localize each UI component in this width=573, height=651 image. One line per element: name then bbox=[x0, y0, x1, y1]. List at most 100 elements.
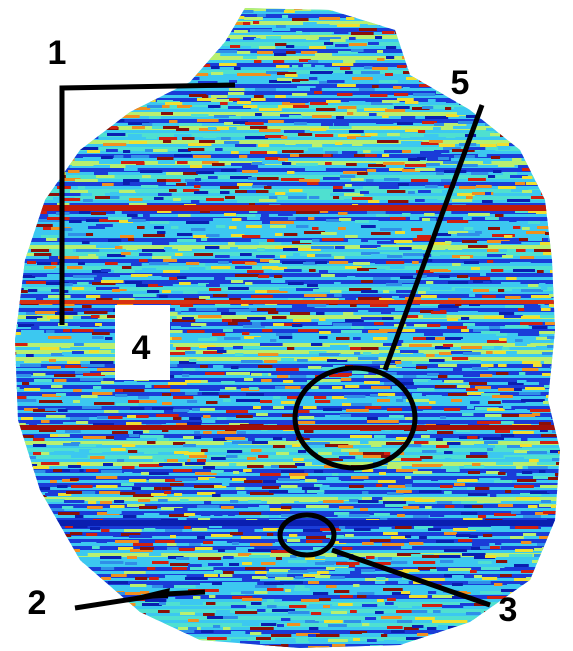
texture bbox=[311, 343, 323, 346]
texture bbox=[353, 584, 360, 587]
texture bbox=[245, 262, 257, 265]
texture bbox=[52, 638, 62, 641]
texture bbox=[397, 98, 414, 101]
texture bbox=[15, 308, 560, 312]
texture bbox=[483, 437, 505, 440]
texture bbox=[544, 361, 557, 364]
texture bbox=[252, 441, 268, 444]
texture bbox=[79, 444, 103, 447]
texture bbox=[288, 282, 304, 285]
texture bbox=[273, 406, 288, 409]
texture bbox=[33, 373, 46, 376]
texture bbox=[322, 367, 338, 370]
texture bbox=[109, 37, 132, 40]
texture bbox=[385, 602, 394, 605]
texture bbox=[35, 74, 55, 77]
texture bbox=[195, 472, 217, 475]
texture bbox=[455, 49, 477, 52]
texture bbox=[379, 472, 386, 475]
texture bbox=[461, 512, 478, 515]
texture bbox=[95, 196, 116, 199]
texture bbox=[163, 259, 178, 262]
texture bbox=[349, 43, 367, 46]
texture bbox=[527, 451, 548, 454]
texture bbox=[175, 478, 197, 481]
texture bbox=[24, 176, 42, 179]
texture bbox=[487, 340, 507, 343]
texture bbox=[237, 200, 260, 203]
texture bbox=[314, 484, 323, 487]
texture bbox=[103, 463, 113, 466]
texture bbox=[271, 550, 292, 553]
texture bbox=[131, 263, 142, 266]
texture bbox=[197, 119, 219, 122]
texture bbox=[265, 157, 280, 160]
texture bbox=[403, 506, 420, 509]
texture bbox=[94, 402, 115, 405]
texture bbox=[260, 400, 273, 403]
texture bbox=[235, 274, 259, 277]
texture bbox=[503, 172, 518, 175]
texture bbox=[534, 554, 551, 557]
texture bbox=[18, 617, 28, 620]
texture bbox=[70, 532, 83, 535]
texture bbox=[15, 149, 23, 152]
texture bbox=[402, 150, 415, 153]
texture bbox=[139, 506, 158, 509]
texture bbox=[491, 156, 501, 159]
texture bbox=[223, 616, 238, 619]
texture bbox=[149, 379, 165, 382]
texture bbox=[439, 555, 461, 558]
texture bbox=[430, 464, 443, 467]
texture bbox=[188, 619, 199, 622]
texture bbox=[269, 515, 280, 518]
texture bbox=[306, 37, 318, 40]
texture bbox=[15, 114, 33, 117]
texture bbox=[176, 128, 190, 131]
texture bbox=[332, 386, 343, 389]
texture bbox=[523, 533, 537, 536]
texture bbox=[559, 311, 560, 314]
texture bbox=[337, 357, 347, 360]
texture bbox=[184, 452, 205, 455]
texture bbox=[230, 500, 239, 503]
texture bbox=[341, 330, 363, 333]
texture bbox=[15, 183, 18, 186]
texture bbox=[401, 135, 411, 138]
texture bbox=[456, 429, 471, 432]
texture bbox=[248, 507, 266, 510]
texture bbox=[96, 81, 106, 84]
texture bbox=[429, 359, 445, 362]
texture bbox=[93, 44, 108, 47]
texture bbox=[367, 639, 377, 642]
texture bbox=[144, 528, 156, 531]
texture bbox=[163, 45, 185, 48]
texture bbox=[471, 4, 483, 7]
texture bbox=[364, 108, 388, 111]
texture bbox=[402, 169, 421, 172]
texture bbox=[530, 157, 551, 160]
texture bbox=[393, 86, 402, 89]
texture bbox=[274, 275, 283, 278]
texture bbox=[466, 388, 478, 391]
texture bbox=[457, 275, 469, 278]
texture bbox=[430, 35, 445, 38]
texture bbox=[491, 644, 512, 647]
texture bbox=[467, 406, 474, 409]
texture bbox=[500, 134, 507, 137]
texture bbox=[261, 214, 269, 217]
texture bbox=[66, 141, 82, 144]
texture bbox=[532, 560, 539, 563]
texture bbox=[241, 616, 263, 619]
texture bbox=[558, 260, 560, 263]
texture bbox=[15, 247, 22, 250]
texture bbox=[26, 162, 45, 165]
texture bbox=[188, 11, 201, 14]
texture bbox=[251, 98, 266, 101]
texture bbox=[15, 133, 560, 137]
texture bbox=[237, 101, 252, 104]
texture bbox=[496, 560, 508, 563]
texture bbox=[83, 373, 105, 376]
texture bbox=[129, 203, 147, 206]
texture bbox=[343, 312, 354, 315]
